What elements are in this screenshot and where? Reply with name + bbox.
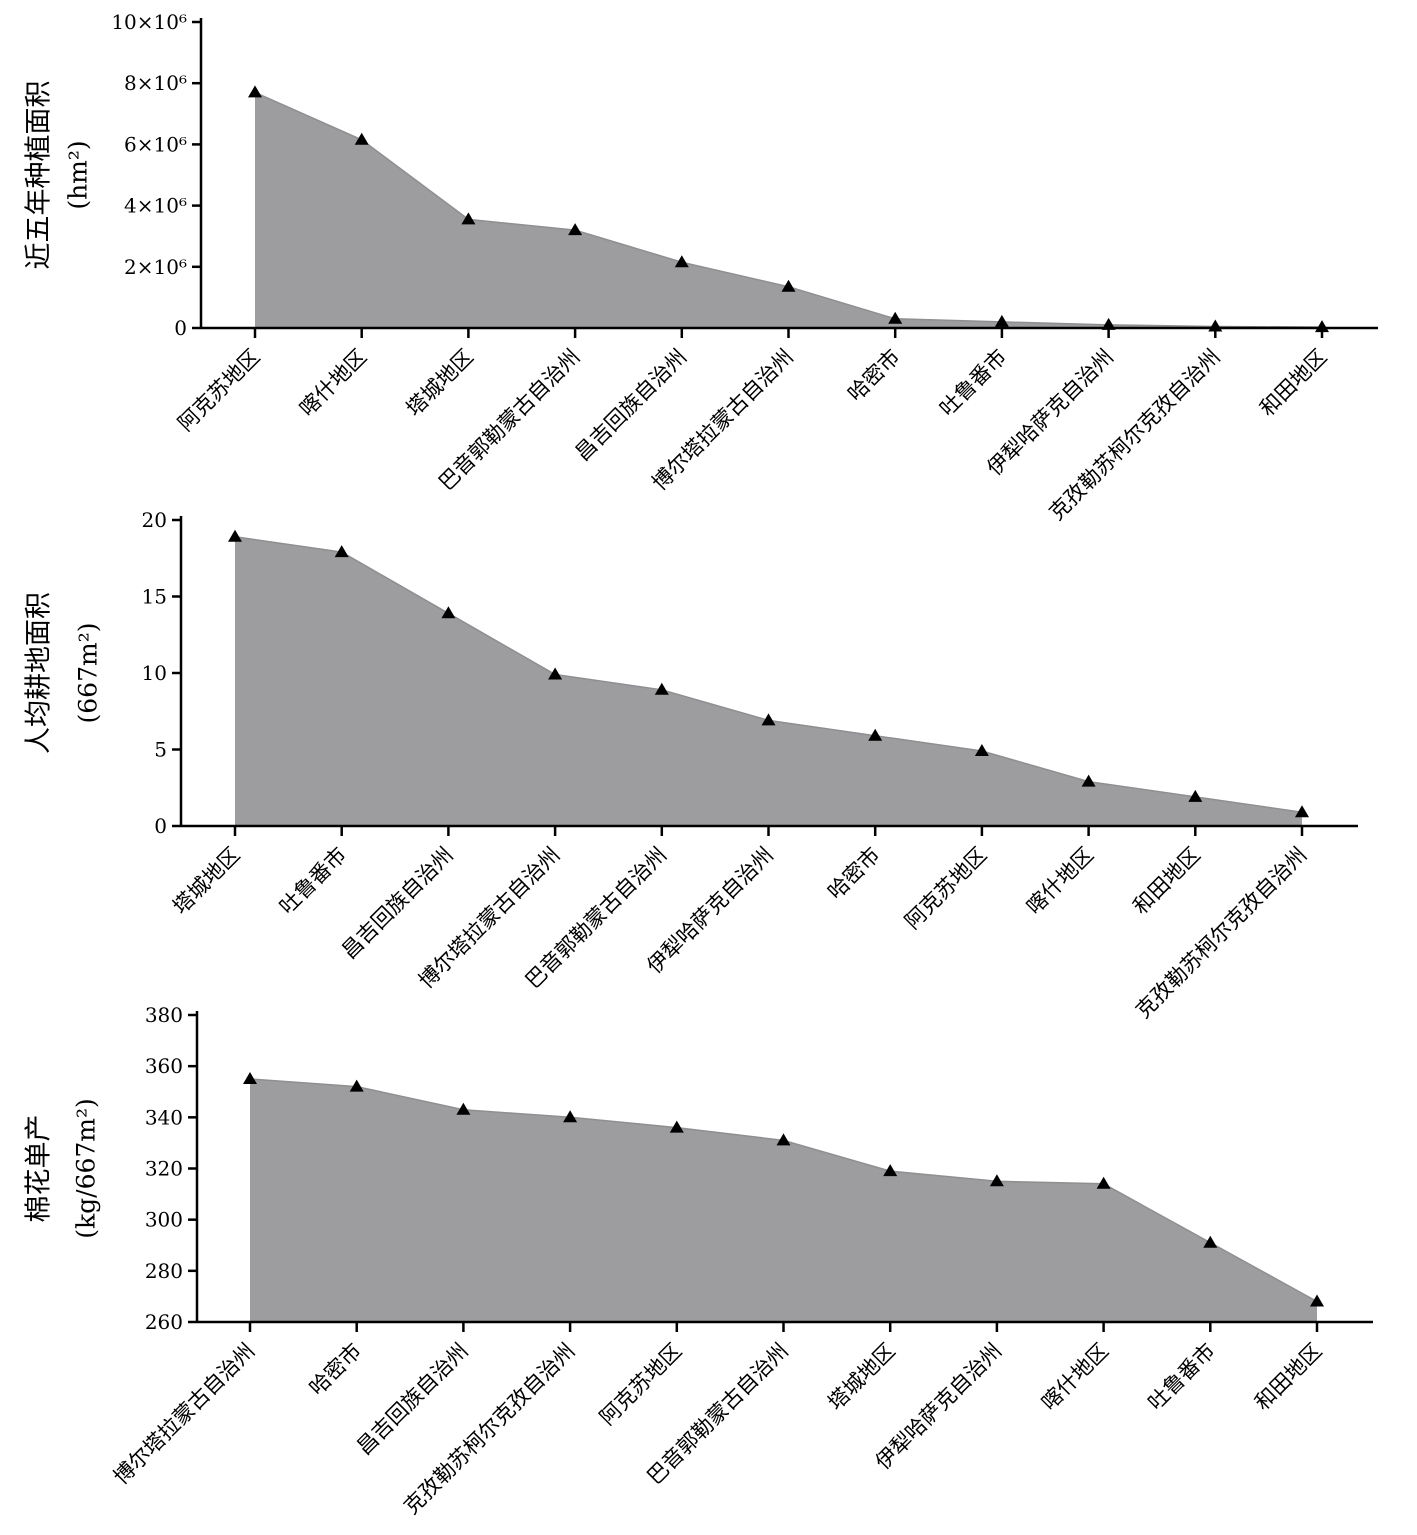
data-point-marker: [761, 713, 776, 726]
data-point-marker: [1315, 320, 1329, 333]
y-tick-label: 15: [142, 585, 167, 609]
y-tick-label: 380: [145, 1003, 183, 1027]
x-tick-label: 克孜勒苏柯尔克孜自治州: [1131, 843, 1311, 1023]
y-tick-label: 10×10⁶: [111, 10, 187, 34]
data-point-marker: [461, 212, 476, 225]
data-point-marker: [1203, 1235, 1218, 1248]
x-tick-label: 和田地区: [1255, 345, 1331, 421]
y-axis-title: 人均耕地面积: [24, 592, 55, 754]
x-tick-label: 喀什地区: [1037, 1339, 1113, 1415]
x-tick-label: 克孜勒苏柯尔克孜自治州: [399, 1339, 579, 1519]
y-axis-unit: (667m²): [74, 623, 103, 724]
data-point-marker: [563, 1110, 578, 1123]
data-point-marker: [883, 1164, 898, 1177]
x-tick-label: 和田地区: [1250, 1339, 1326, 1415]
y-tick-label: 360: [145, 1054, 183, 1078]
y-tick-label: 280: [145, 1259, 183, 1283]
data-point-marker: [974, 744, 989, 756]
x-tick-label: 吐鲁番市: [935, 345, 1011, 421]
data-point-marker: [441, 606, 456, 619]
y-tick-label: 260: [145, 1310, 183, 1334]
area-fill: [250, 1079, 1317, 1322]
data-point-marker: [781, 279, 796, 292]
data-point-marker: [334, 545, 349, 558]
x-tick-label: 和田地区: [1128, 843, 1204, 919]
data-point-marker: [1310, 1294, 1324, 1307]
y-axis-title: 棉花单产: [24, 1115, 55, 1223]
y-tick-label: 320: [145, 1157, 183, 1181]
data-point-marker: [568, 223, 583, 236]
y-tick-label: 0: [154, 814, 167, 838]
area-fill: [235, 536, 1302, 826]
data-point-marker: [994, 314, 1009, 327]
chart-cotton-planting-area: 0 2×10⁶ 4×10⁶ 6×10⁶ 8×10⁶ 10×10⁶ 阿克苏地区 喀什地区 塔城地区…: [24, 10, 1378, 525]
y-tick-label: 8×10⁶: [124, 71, 187, 95]
y-tick-label: 340: [145, 1105, 183, 1129]
x-tick-label: 昌吉回族自治州: [352, 1339, 473, 1460]
data-point-marker: [1081, 774, 1096, 787]
x-tick-label: 塔城地区: [402, 345, 478, 421]
data-point-marker: [354, 132, 369, 145]
data-point-marker: [349, 1079, 364, 1092]
chart-cotton-yield: 260 280 300 320 340 360 380 博尔塔拉蒙古自治州 哈密市昌吉回族自治州…: [24, 1003, 1373, 1519]
x-tick-label: 昌吉回族自治州: [337, 843, 458, 964]
x-tick-label: 吐鲁番市: [275, 843, 351, 919]
x-tick-label: 塔城地区: [168, 843, 244, 919]
y-tick-label: 2×10⁶: [124, 255, 187, 279]
data-point-marker: [1208, 319, 1223, 332]
data-point-marker: [1295, 805, 1309, 818]
x-tick-label: 吐鲁番市: [1143, 1339, 1219, 1415]
x-tick-label: 阿克苏地区: [900, 843, 991, 934]
data-point-marker: [228, 529, 242, 542]
y-axis-unit: (hm²): [64, 140, 93, 209]
x-tick-label: 哈密市: [305, 1339, 367, 1401]
data-point-marker: [776, 1133, 791, 1146]
data-point-marker: [888, 311, 903, 324]
data-point-marker: [456, 1102, 471, 1115]
y-tick-label: 6×10⁶: [124, 132, 187, 156]
x-tick-label: 阿克苏地区: [173, 345, 264, 436]
y-tick-label: 0: [174, 316, 187, 340]
x-tick-label: 塔城地区: [823, 1339, 899, 1415]
data-point-marker: [1188, 789, 1203, 802]
y-axis-title: 近五年种植面积: [24, 81, 55, 270]
y-tick-label: 10: [142, 661, 167, 685]
y-tick-label: 300: [145, 1208, 183, 1232]
x-tick-label: 喀什地区: [1022, 843, 1098, 919]
x-tick-label: 阿克苏地区: [595, 1339, 686, 1430]
data-point-marker: [669, 1120, 684, 1133]
x-tick-label: 哈密市: [823, 843, 885, 905]
data-point-marker: [989, 1174, 1004, 1187]
y-axis-unit: (kg/667m²): [72, 1098, 101, 1239]
data-point-marker: [548, 667, 563, 680]
data-point-marker: [674, 255, 689, 268]
x-tick-label: 昌吉回族自治州: [570, 345, 691, 466]
data-point-marker: [868, 728, 883, 741]
y-tick-label: 20: [142, 508, 167, 532]
x-tick-label: 哈密市: [843, 345, 905, 407]
data-point-marker: [243, 1072, 257, 1084]
data-point-marker: [248, 85, 262, 98]
data-point-marker: [1101, 317, 1116, 330]
data-point-marker: [654, 682, 669, 695]
y-tick-label: 4×10⁶: [124, 194, 187, 218]
x-tick-label: 克孜勒苏柯尔克孜自治州: [1045, 345, 1225, 525]
y-tick-label: 5: [154, 738, 167, 762]
x-tick-label: 喀什地区: [295, 345, 371, 421]
data-point-marker: [1096, 1176, 1111, 1189]
area-fill: [255, 92, 1322, 329]
x-tick-label: 博尔塔拉蒙古自治州: [109, 1339, 260, 1490]
